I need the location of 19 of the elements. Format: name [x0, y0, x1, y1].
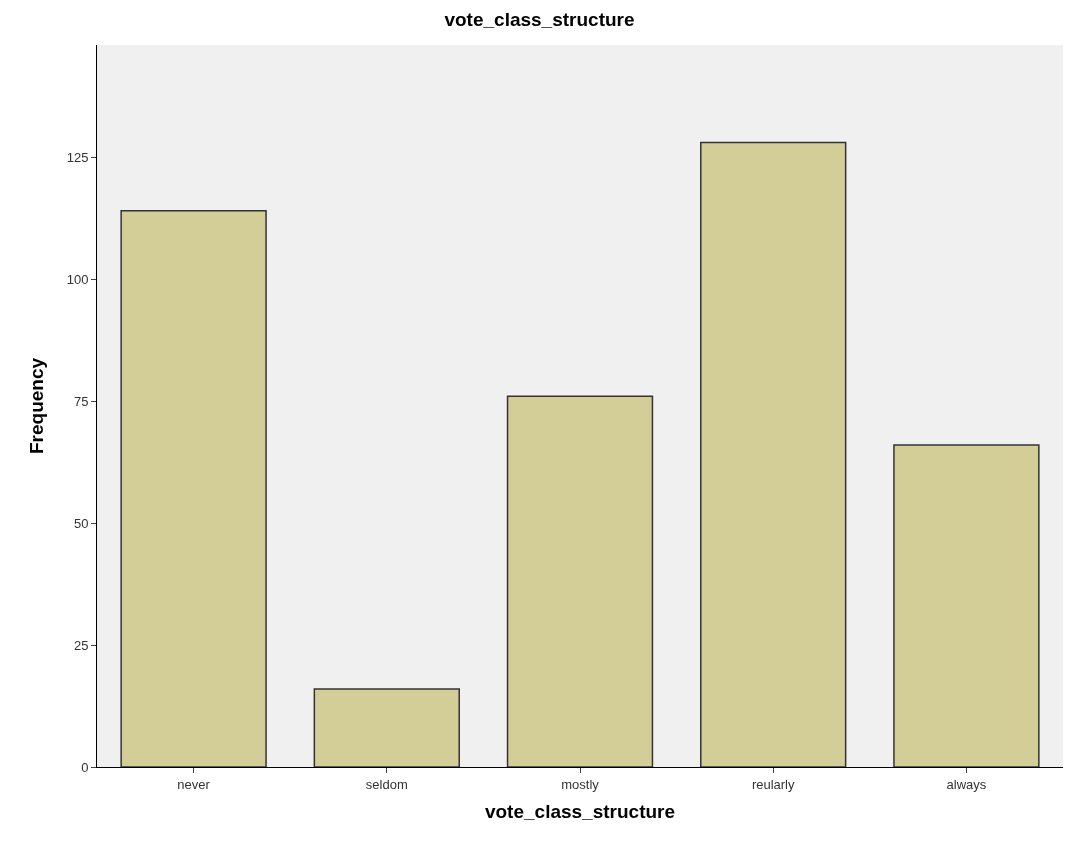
x-tick-label: mostly [561, 776, 600, 792]
bar [120, 210, 267, 767]
y-tick-label: 125 [66, 149, 89, 165]
x-tick-label: reularly [751, 776, 796, 792]
x-tick-label: seldom [365, 776, 408, 792]
y-tick-label: 75 [73, 393, 89, 409]
bar [893, 444, 1040, 767]
y-tick-label: 100 [66, 271, 89, 287]
y-axis-title: Frequency [25, 357, 47, 455]
x-tick-label: always [946, 776, 987, 792]
bar [700, 141, 847, 767]
chart-title: vote_class_structure [444, 9, 635, 31]
bar [506, 395, 654, 767]
bar [313, 688, 460, 767]
x-axis-title: vote_class_structure [484, 801, 676, 823]
y-tick-label: 0 [81, 759, 89, 775]
x-tick-label: never [177, 776, 211, 792]
y-tick-label: 25 [73, 637, 89, 653]
y-tick-label: 50 [73, 515, 89, 531]
